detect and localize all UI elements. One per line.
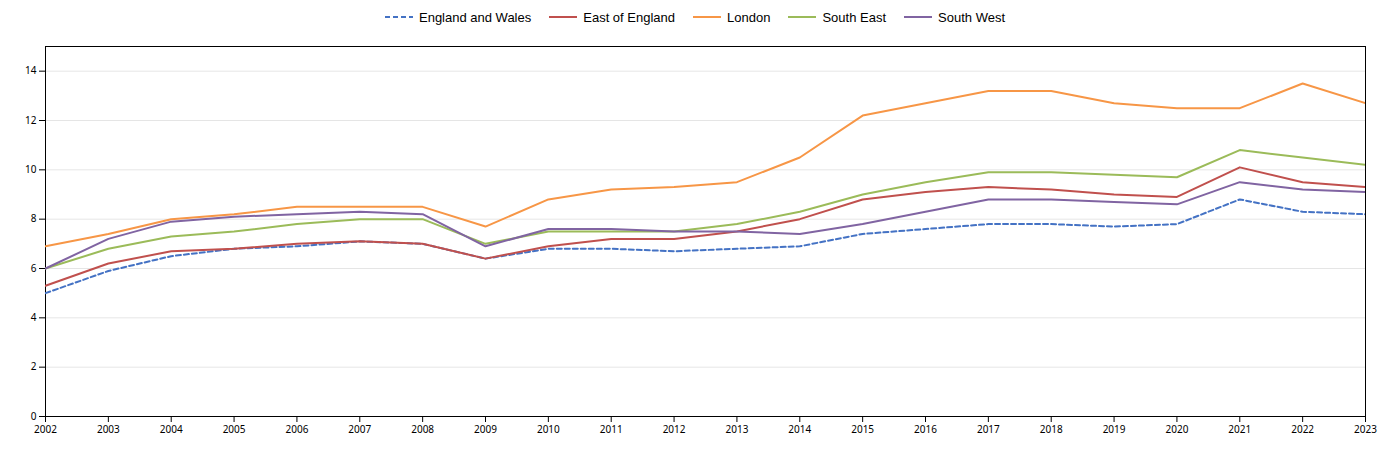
svg-text:2012: 2012 [663, 422, 686, 436]
html-text:South East: South East [822, 9, 886, 25]
svg-text:2005: 2005 [223, 422, 246, 436]
svg-text:2007: 2007 [348, 422, 371, 436]
svg-text:12: 12 [25, 113, 37, 127]
svg-text:2018: 2018 [1040, 422, 1063, 436]
svg-text:2: 2 [31, 359, 37, 373]
svg-text:14: 14 [25, 63, 37, 77]
html-text:London: London [727, 9, 771, 25]
html-text:South West: South West [938, 9, 1005, 25]
svg-text:2010: 2010 [537, 422, 560, 436]
svg-text:2011: 2011 [600, 422, 623, 436]
svg-text:0: 0 [31, 409, 37, 423]
svg-text:4: 4 [31, 310, 37, 324]
svg-text:2017: 2017 [977, 422, 1000, 436]
svg-text:2021: 2021 [1228, 422, 1251, 436]
svg-text:2014: 2014 [788, 422, 811, 436]
svg-text:2003: 2003 [97, 422, 120, 436]
html-text:England and Wales: England and Wales [419, 9, 532, 25]
svg-text:2013: 2013 [725, 422, 748, 436]
svg-text:2016: 2016 [914, 422, 937, 436]
svg-text:2009: 2009 [474, 422, 497, 436]
svg-text:2008: 2008 [411, 422, 434, 436]
svg-text:2023: 2023 [1354, 422, 1377, 436]
svg-text:2020: 2020 [1165, 422, 1188, 436]
svg-text:2015: 2015 [851, 422, 874, 436]
svg-text:8: 8 [31, 211, 37, 225]
svg-text:2004: 2004 [160, 422, 183, 436]
html-text:East of England: East of England [583, 9, 675, 25]
svg-text:2002: 2002 [34, 422, 57, 436]
svg-text:2006: 2006 [285, 422, 308, 436]
svg-text:2019: 2019 [1103, 422, 1126, 436]
svg-text:6: 6 [31, 261, 37, 275]
svg-text:2022: 2022 [1291, 422, 1314, 436]
svg-text:10: 10 [25, 162, 37, 176]
